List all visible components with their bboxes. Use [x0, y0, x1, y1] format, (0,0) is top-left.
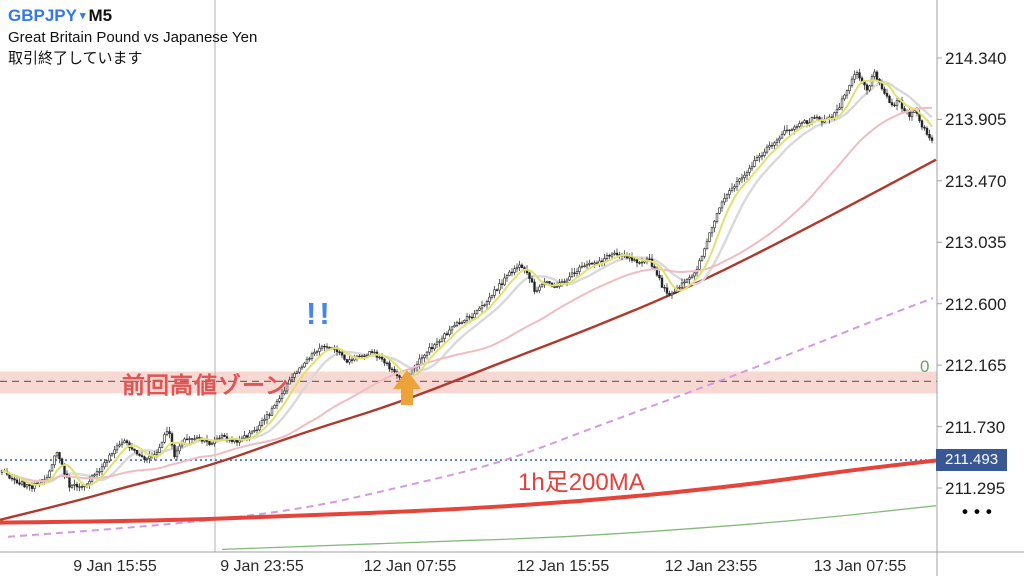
up-arrow-marker[interactable]: [393, 370, 421, 405]
time-axis-label: 13 Jan 07:55: [813, 558, 907, 575]
price-axis-label: 214.340: [945, 49, 1007, 68]
indicator-zero-readout: 0: [920, 357, 930, 376]
time-axis-label: 9 Jan 23:55: [220, 558, 304, 575]
time-axis-label: 9 Jan 15:55: [73, 558, 157, 575]
yellow-ma-line: [1, 79, 933, 487]
violet-dashed-ma-line: [7, 297, 934, 538]
instrument-description: Great Britain Pound vs Japanese Yen: [8, 29, 258, 46]
pink-ma-line: [1, 106, 933, 483]
double-exclamation-annotation[interactable]: !!: [306, 296, 333, 331]
timeframe-label[interactable]: M5: [88, 6, 113, 25]
price-axis-label: 213.905: [945, 110, 1007, 130]
symbol-row: GBPJPY ▾ M5: [8, 5, 257, 27]
price-axis-label: 211.730: [945, 417, 1006, 437]
price-axis-label: 213.470: [945, 171, 1007, 191]
symbol-selector[interactable]: GBPJPY: [8, 6, 77, 25]
price-axis-label: 212.165: [945, 356, 1007, 376]
time-axis-label: 12 Jan 23:55: [664, 558, 758, 575]
maroon-200ma-line: [0, 158, 937, 521]
1h-200ma-label[interactable]: 1h足200MA: [518, 469, 645, 496]
price-axis-label: 211.295: [945, 479, 1006, 498]
price-axis-label: 213.035: [945, 233, 1007, 253]
more-options-button[interactable]: •••: [962, 502, 998, 521]
market-closed-status: 取引終了しています: [8, 50, 143, 67]
chart-title-block: GBPJPY ▾ M5 Great Britain Pound vs Japanes…: [8, 5, 257, 69]
gray-ma-line: [1, 81, 933, 484]
chevron-down-icon[interactable]: ▾: [79, 10, 86, 22]
candle-wicks: [1, 68, 933, 493]
green-indicator-line: [221, 505, 937, 551]
resistance-zone-label[interactable]: 前回高値ゾーン: [122, 372, 289, 398]
1h-200ma-line: [0, 458, 937, 525]
last-price-badge: 211.493: [936, 449, 1007, 471]
time-axis-label: 12 Jan 15:55: [516, 558, 610, 575]
time-axis-label: 12 Jan 07:55: [363, 558, 457, 575]
price-axis-label: 212.600: [945, 294, 1007, 314]
